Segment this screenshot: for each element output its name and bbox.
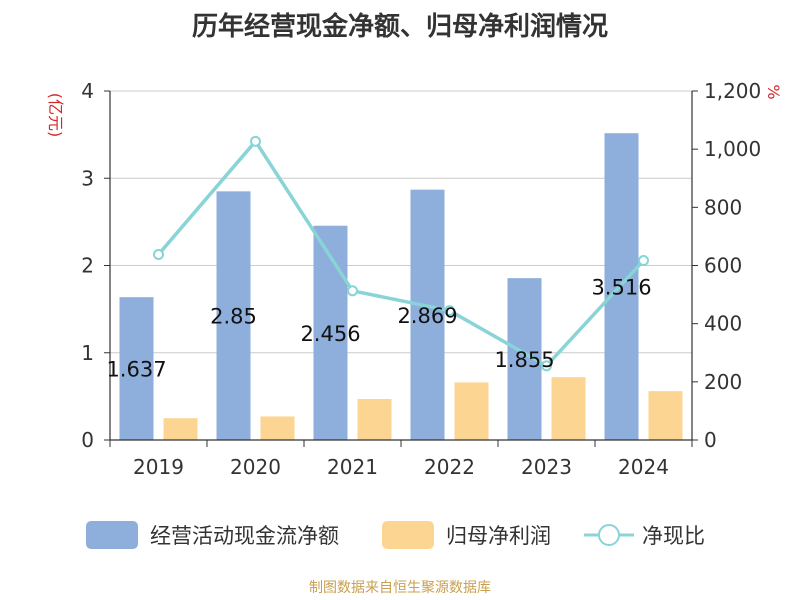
ratio-line-path xyxy=(157,139,645,368)
right-tick-label: 400 xyxy=(704,312,742,336)
source-note: 制图数据来自恒生聚源数据库 xyxy=(309,580,491,596)
left-tick-label: 1 xyxy=(81,341,94,365)
cash-flow-data-label: 2.85 xyxy=(210,305,257,329)
bar-cash-flow xyxy=(313,225,348,440)
axes: 0 1 2 3 4 0 200 400 600 800 1,000 1,200 (亿元)% 2019 202… xyxy=(46,79,783,479)
left-tick-label: 3 xyxy=(81,166,94,190)
right-tick-label: 1,200 xyxy=(704,79,761,103)
legend-label: 归母净利润 xyxy=(446,524,551,548)
x-tick-label: 2020 xyxy=(230,455,281,479)
cash-flow-data-label: 1.637 xyxy=(106,358,166,382)
ratio-point xyxy=(638,255,649,267)
cash-flow-data-label: 2.456 xyxy=(300,322,360,346)
bar-net-profit xyxy=(454,382,489,440)
ratio-point xyxy=(250,135,261,147)
ratio-point xyxy=(347,285,358,297)
bar-cash-flow xyxy=(216,191,251,440)
cash-flow-data-label: 1.855 xyxy=(494,348,554,372)
left-tick-label: 4 xyxy=(81,79,94,103)
left-axis-unit: (亿元) xyxy=(46,93,65,138)
bar-cash-flow xyxy=(119,297,154,440)
left-tick-label: 2 xyxy=(81,254,94,278)
legend-swatch xyxy=(86,521,138,549)
legend-label: 净现比 xyxy=(642,524,705,548)
chart-title: 历年经营现金净额、归母净利润情况 xyxy=(191,12,608,42)
legend-marker xyxy=(598,524,620,546)
right-axis-unit: % xyxy=(764,84,783,99)
right-tick-label: 0 xyxy=(704,428,717,452)
ratio-point xyxy=(153,248,164,260)
x-tick-label: 2022 xyxy=(424,455,475,479)
data-labels: 1.637 2.85 2.456 2.869 1.855 3.516 xyxy=(106,276,651,382)
bar-net-profit xyxy=(163,418,198,440)
x-tick-label: 2023 xyxy=(521,455,572,479)
x-tick-label: 2019 xyxy=(133,455,184,479)
ratio-point xyxy=(541,360,552,372)
bar-net-profit xyxy=(260,416,295,440)
bar-cash-flow xyxy=(410,189,445,440)
bars xyxy=(119,133,683,440)
bar-net-profit xyxy=(648,391,683,440)
cash-flow-data-label: 2.869 xyxy=(397,304,457,328)
ratio-line xyxy=(153,135,649,372)
right-tick-label: 600 xyxy=(704,254,742,278)
legend-label: 经营活动现金流净额 xyxy=(150,524,339,548)
x-tick-label: 2024 xyxy=(618,455,669,479)
left-tick-label: 0 xyxy=(81,428,94,452)
ratio-point xyxy=(444,305,455,317)
legend: 经营活动现金流净额 归母净利润 净现比 xyxy=(86,521,705,549)
bar-net-profit xyxy=(357,398,392,440)
right-tick-label: 1,000 xyxy=(704,137,761,161)
right-tick-label: 200 xyxy=(704,370,742,394)
gridlines xyxy=(110,90,692,354)
cash-flow-data-label: 3.516 xyxy=(591,276,651,300)
right-tick-label: 800 xyxy=(704,195,742,219)
bar-net-profit xyxy=(551,377,586,440)
x-tick-label: 2021 xyxy=(327,455,378,479)
legend-swatch xyxy=(382,521,434,549)
